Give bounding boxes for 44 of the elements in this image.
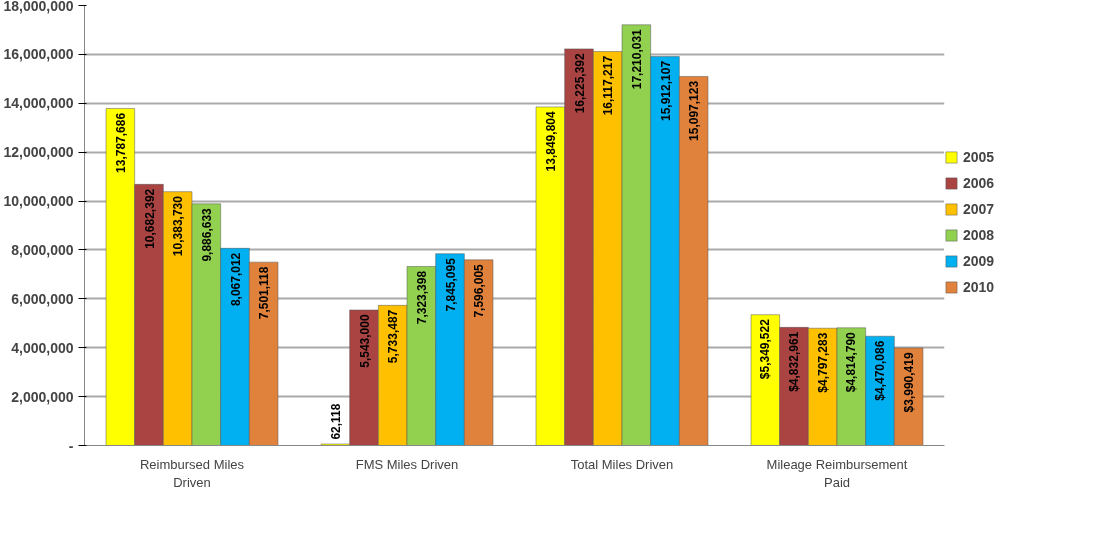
y-tick-label: 18,000,000 [3, 0, 74, 14]
legend-label: 2007 [963, 201, 995, 217]
legend-label: 2005 [963, 149, 995, 165]
data-label: 9,886,633 [199, 207, 214, 262]
y-tick-label: - [68, 437, 74, 454]
y-tick-label: 4,000,000 [11, 339, 74, 356]
data-label: $4,832,961 [787, 331, 801, 392]
y-tick-label: 6,000,000 [11, 290, 74, 307]
data-label: 10,383,730 [171, 195, 186, 257]
data-label: 10,682,392 [142, 188, 157, 249]
data-label: 13,787,686 [113, 112, 128, 173]
y-tick-label: 2,000,000 [11, 388, 74, 405]
y-tick-label: 8,000,000 [11, 241, 74, 258]
data-label: $5,349,522 [758, 318, 773, 380]
data-label: 5,543,000 [357, 314, 372, 368]
legend-label: 2006 [963, 175, 995, 191]
x-tick-label: FMS Miles Driven [355, 456, 459, 472]
data-label: 7,501,118 [257, 266, 272, 320]
data-label: 16,117,217 [601, 55, 616, 116]
y-tick-label: 14,000,000 [3, 95, 74, 112]
x-tick-label: Total Miles Driven [570, 456, 674, 472]
data-label: 5,733,487 [386, 309, 401, 364]
data-label: $3,990,419 [901, 352, 916, 413]
y-tick-label: 10,000,000 [3, 193, 74, 210]
y-tick-label: 12,000,000 [3, 144, 74, 161]
legend-label: 2010 [963, 279, 995, 295]
data-label: 15,912,107 [658, 60, 673, 121]
x-tick-label: Mileage Reimbursement Paid [766, 456, 908, 490]
legend-label: 2009 [963, 253, 995, 269]
data-label: 62,118 [328, 403, 343, 440]
x-tick-label: Reimbursed Miles Driven [139, 456, 245, 490]
data-label: 15,097,123 [687, 80, 702, 141]
data-label: 7,596,005 [472, 263, 487, 318]
data-label: 7,845,095 [443, 257, 458, 312]
data-label: $4,797,283 [815, 332, 830, 393]
data-label: $4,470,086 [873, 340, 887, 401]
legend-label: 2008 [963, 227, 995, 243]
data-label: 16,225,392 [572, 52, 587, 114]
data-label: 7,323,398 [414, 270, 429, 325]
y-tick-label: 16,000,000 [3, 46, 74, 63]
data-label: 13,849,804 [543, 111, 558, 172]
data-label: 17,210,031 [629, 28, 644, 90]
data-label: $4,814,790 [844, 331, 859, 393]
data-label: 8,067,012 [228, 252, 243, 307]
